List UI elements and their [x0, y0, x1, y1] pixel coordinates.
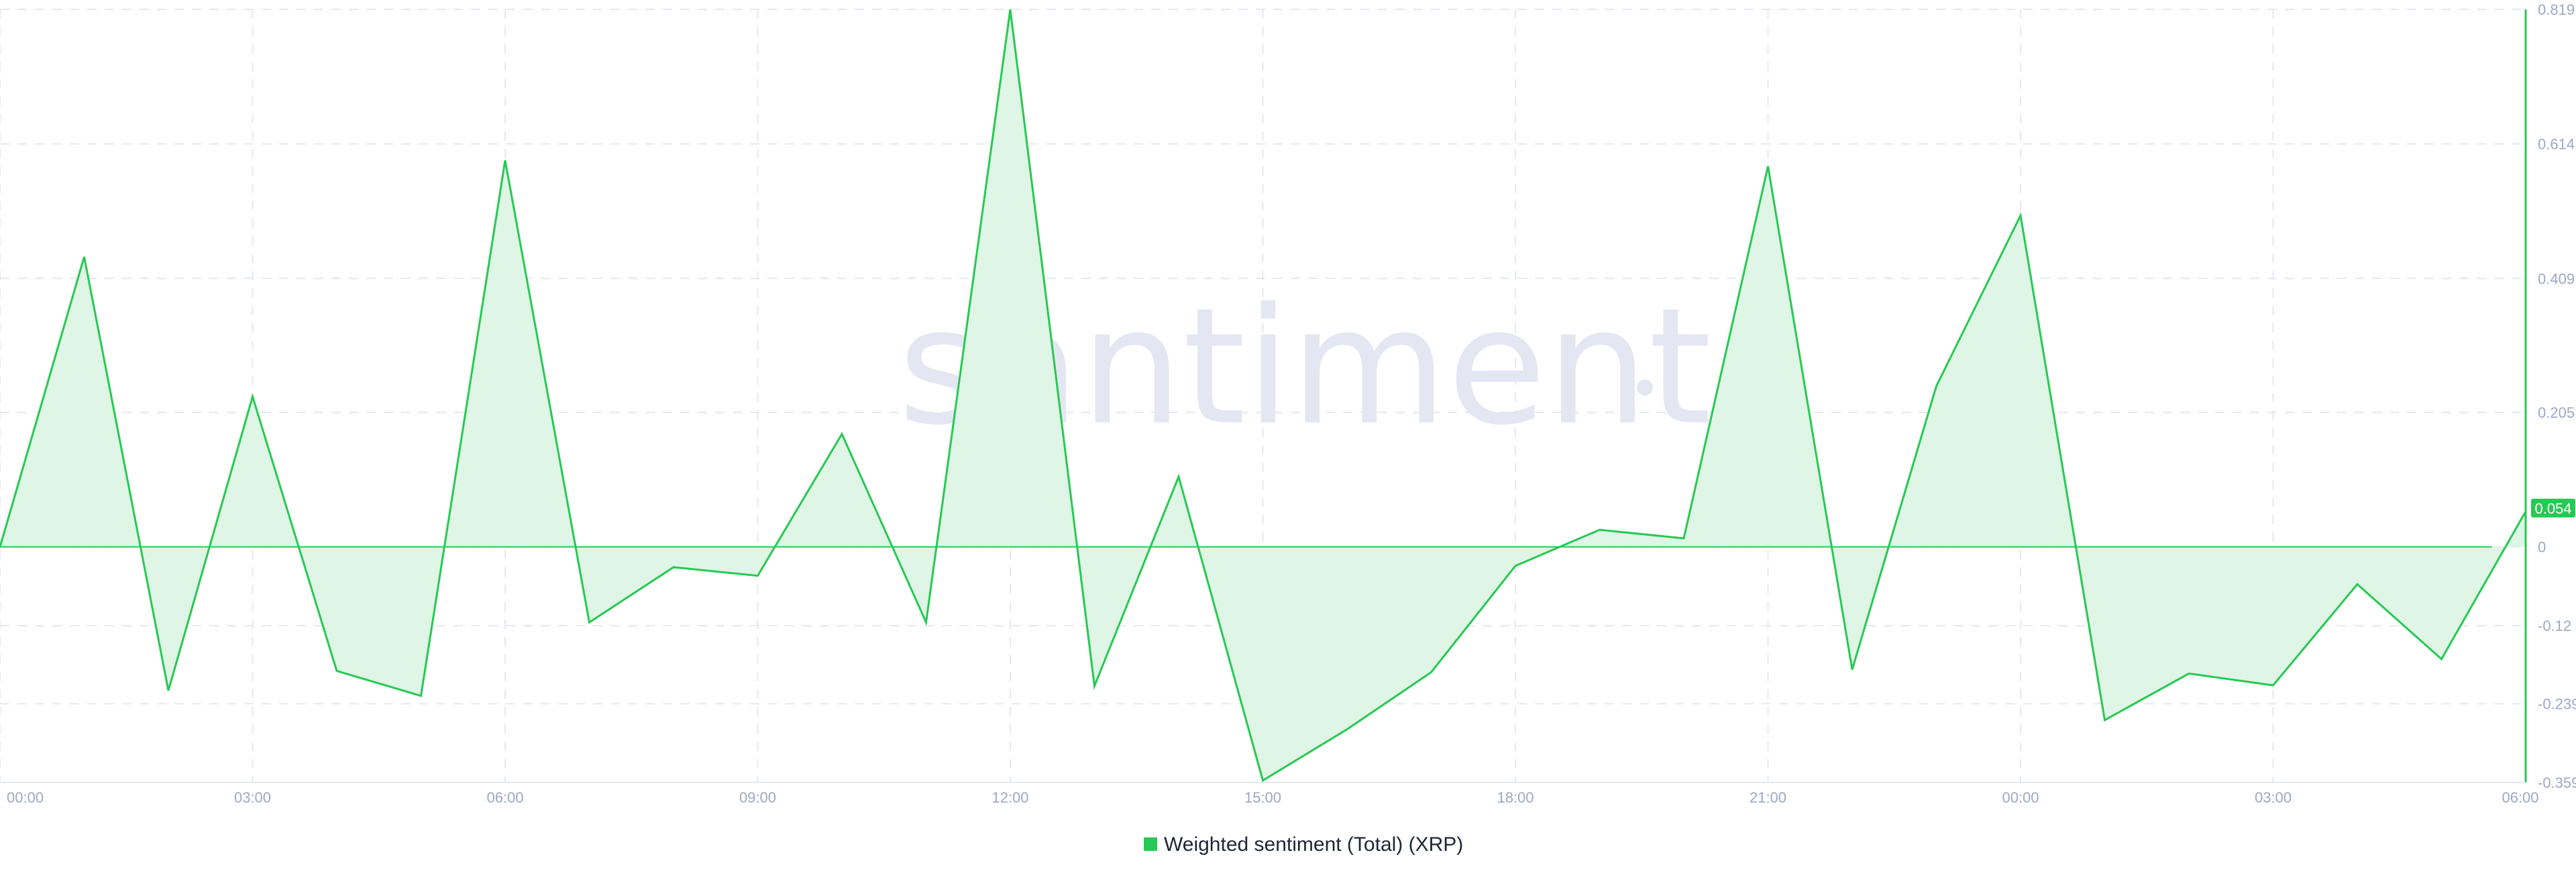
data-point-27	[2271, 683, 2276, 688]
series-line	[0, 9, 2527, 782]
data-point-17	[1429, 670, 1434, 675]
data-point-1	[82, 254, 87, 259]
data-point-12	[1008, 7, 1013, 12]
data-point-8	[671, 565, 676, 570]
data-point-21	[1766, 164, 1771, 169]
x-axis-ticks: 00:00 03:00 06:00 09:00 12:00 15:00 18:00 21:00…	[7, 789, 2539, 806]
data-point-4	[334, 668, 339, 674]
last-value-label: 0.054	[2534, 500, 2571, 517]
last-value-badge	[2531, 498, 2575, 518]
data-point-26	[2186, 671, 2192, 677]
data-point-24	[2018, 213, 2023, 218]
axes	[0, 9, 2527, 783]
data-point-16	[1344, 727, 1350, 732]
data-point-20	[1681, 536, 1686, 541]
y-tick-label: -0.359	[2538, 774, 2576, 791]
series-line-layer	[0, 7, 2527, 782]
y-tick-label: 0.614	[2538, 136, 2575, 153]
data-point-7	[587, 620, 592, 625]
x-tick-label: 06:00	[486, 789, 523, 806]
legend-swatch	[1144, 837, 1157, 851]
legend-label: Weighted sentiment (Total) (XRP)	[1164, 833, 1463, 856]
y-tick-label: 0.819	[2538, 1, 2575, 18]
x-tick-label: 09:00	[739, 789, 776, 806]
series-area	[0, 9, 2526, 781]
data-point-3	[250, 394, 256, 399]
data-point-13	[1092, 683, 1097, 689]
x-tick-label: 03:00	[2255, 789, 2292, 806]
data-point-25	[2102, 717, 2108, 723]
data-point-22	[1849, 667, 1855, 673]
data-point-29	[2439, 656, 2445, 662]
data-point-18	[1513, 563, 1518, 569]
data-point-5	[419, 693, 424, 699]
data-point-28	[2355, 581, 2360, 587]
y-tick-label: -0.239	[2538, 696, 2576, 713]
watermark-dot-right	[1637, 380, 1653, 396]
data-point-9	[755, 573, 761, 579]
y-axis-ticks: 0.819 0.614 0.409 0.205 0 -0.12 -0.239 -0.359	[2538, 1, 2576, 791]
data-point-23	[1934, 384, 1939, 389]
data-point-2	[166, 688, 171, 693]
data-point-10	[839, 431, 845, 436]
legend[interactable]: Weighted sentiment (Total) (XRP)	[1144, 833, 1463, 856]
data-point-6	[502, 158, 508, 163]
x-tick-label: 06:00	[2502, 789, 2538, 806]
y-tick-label: 0	[2538, 539, 2546, 556]
last-value-marker: 0.054	[2531, 498, 2575, 518]
y-tick-label: 0.205	[2538, 404, 2575, 421]
x-tick-label: 00:00	[2002, 789, 2039, 806]
series-area-layer	[0, 9, 2526, 781]
x-tick-label: 18:00	[1497, 789, 1534, 806]
x-tick-label: 21:00	[1750, 789, 1786, 806]
x-tick-label: 12:00	[991, 789, 1028, 806]
y-tick-label: 0.409	[2538, 270, 2575, 287]
data-point-14	[1176, 474, 1181, 479]
x-tick-label: 00:00	[7, 789, 44, 806]
x-tick-label: 03:00	[234, 789, 271, 806]
y-tick-label: -0.12	[2538, 618, 2571, 634]
data-point-19	[1597, 527, 1603, 532]
data-point-11	[924, 620, 929, 625]
x-tick-label: 15:00	[1244, 789, 1281, 806]
